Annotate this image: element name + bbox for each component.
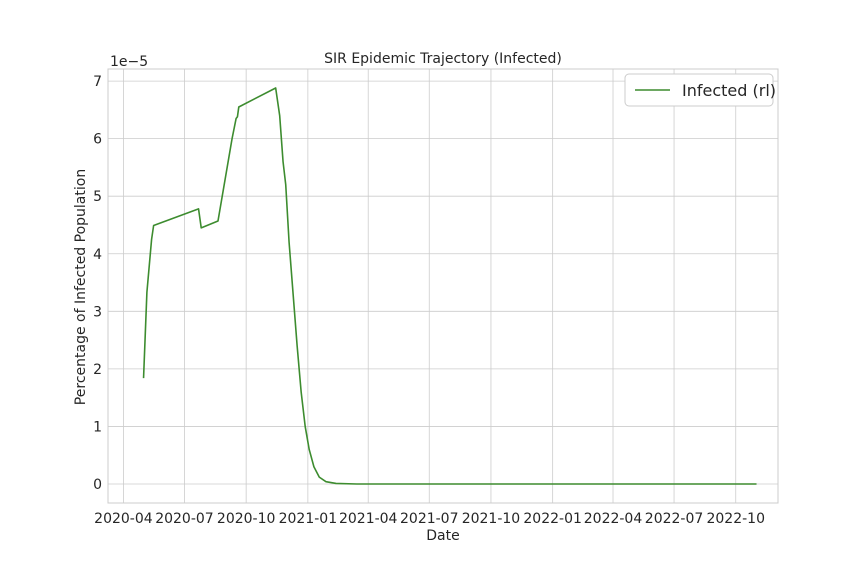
y-scale-offset-label: 1e−5 <box>110 54 148 70</box>
x-tick-label: 2021-04 <box>339 511 398 527</box>
y-tick-label: 6 <box>93 132 102 148</box>
legend: Infected (rl) <box>624 73 776 107</box>
x-tick-label: 2020-10 <box>217 511 276 527</box>
x-tick-label: 2020-07 <box>155 511 214 527</box>
chart-title: SIR Epidemic Trajectory (Infected) <box>324 51 562 67</box>
y-axis-label: Percentage of Infected Population <box>73 169 89 405</box>
x-tick-label: 2021-01 <box>279 511 338 527</box>
series-line-infected <box>142 87 757 485</box>
plot-frame <box>107 68 779 504</box>
legend-entry-infected: Infected (rl) <box>682 81 776 100</box>
y-tick-label: 3 <box>93 304 102 320</box>
x-tick-labels: 2020-04 2020-07 2020-10 2021-01 2021-04 2021-… <box>94 511 765 527</box>
x-tick-label: 2022-01 <box>523 511 582 527</box>
y-tick-label: 2 <box>93 362 102 378</box>
y-tick-labels: 0 1 2 3 4 5 6 7 <box>93 74 102 493</box>
series-layer <box>142 87 757 485</box>
y-tick-label: 0 <box>93 477 102 493</box>
x-tick-label: 2021-10 <box>462 511 521 527</box>
x-axis-label: Date <box>426 528 459 544</box>
x-tick-label: 2020-04 <box>94 511 153 527</box>
plot-area <box>108 69 778 503</box>
x-tick-label: 2022-07 <box>645 511 704 527</box>
x-gridlines <box>123 69 737 503</box>
legend-box <box>624 73 774 107</box>
y-tick-label: 4 <box>93 247 102 263</box>
y-tick-label: 1 <box>93 419 102 435</box>
y-tick-label: 5 <box>93 189 102 205</box>
x-tick-label: 2022-10 <box>706 511 765 527</box>
y-tick-label: 7 <box>93 74 102 90</box>
x-tick-label: 2021-07 <box>400 511 459 527</box>
x-tick-label: 2022-04 <box>584 511 643 527</box>
